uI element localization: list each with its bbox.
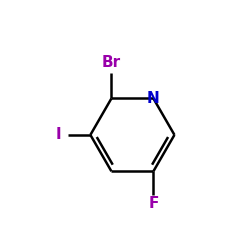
Text: I: I: [56, 128, 61, 142]
Text: Br: Br: [102, 55, 121, 70]
Text: F: F: [148, 196, 158, 212]
Text: N: N: [147, 91, 160, 106]
